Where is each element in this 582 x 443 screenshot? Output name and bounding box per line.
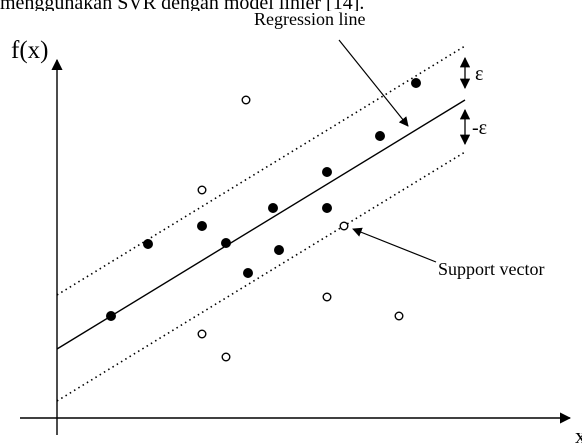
data-point-inside-tube bbox=[321, 202, 332, 213]
data-point-inside-tube bbox=[321, 166, 332, 177]
data-point-inside-tube bbox=[106, 310, 117, 321]
support-vector-label: Support vector bbox=[438, 259, 544, 279]
data-point-outside-tube bbox=[221, 352, 231, 362]
data-point-outside-tube bbox=[322, 292, 332, 302]
data-point-inside-tube bbox=[142, 238, 153, 249]
data-point-inside-tube bbox=[374, 130, 385, 141]
regression-line-callout-arrow bbox=[338, 39, 409, 127]
support-vector-callout-arrow bbox=[352, 227, 437, 263]
upper-epsilon-boundary bbox=[56, 45, 466, 296]
data-point-inside-tube bbox=[220, 237, 231, 248]
data-point-outside-tube bbox=[339, 221, 349, 231]
header-text: menggunakan SVR dengan model linier [14]… bbox=[0, 0, 365, 11]
outside-points bbox=[197, 95, 404, 362]
data-point-inside-tube bbox=[242, 267, 253, 278]
x-axis-label: x bbox=[575, 423, 582, 443]
data-point-outside-tube bbox=[241, 95, 251, 105]
neg-epsilon-label: -ε bbox=[472, 117, 487, 139]
data-point-inside-tube bbox=[410, 78, 421, 89]
regression-line bbox=[56, 99, 466, 350]
data-point-inside-tube bbox=[267, 202, 278, 213]
data-point-inside-tube bbox=[196, 220, 207, 231]
data-point-outside-tube bbox=[197, 329, 207, 339]
regression-line-label: Regression line bbox=[254, 9, 365, 29]
header-text-fragment: menggunakan SVR dengan model linier [14]… bbox=[0, 0, 582, 11]
inside-points bbox=[106, 78, 421, 321]
data-point-outside-tube bbox=[197, 185, 207, 195]
data-point-inside-tube bbox=[273, 244, 284, 255]
lower-epsilon-boundary bbox=[56, 151, 466, 402]
data-point-outside-tube bbox=[394, 311, 404, 321]
epsilon-label: ε bbox=[475, 63, 483, 85]
y-axis-label: f(x) bbox=[11, 37, 48, 64]
